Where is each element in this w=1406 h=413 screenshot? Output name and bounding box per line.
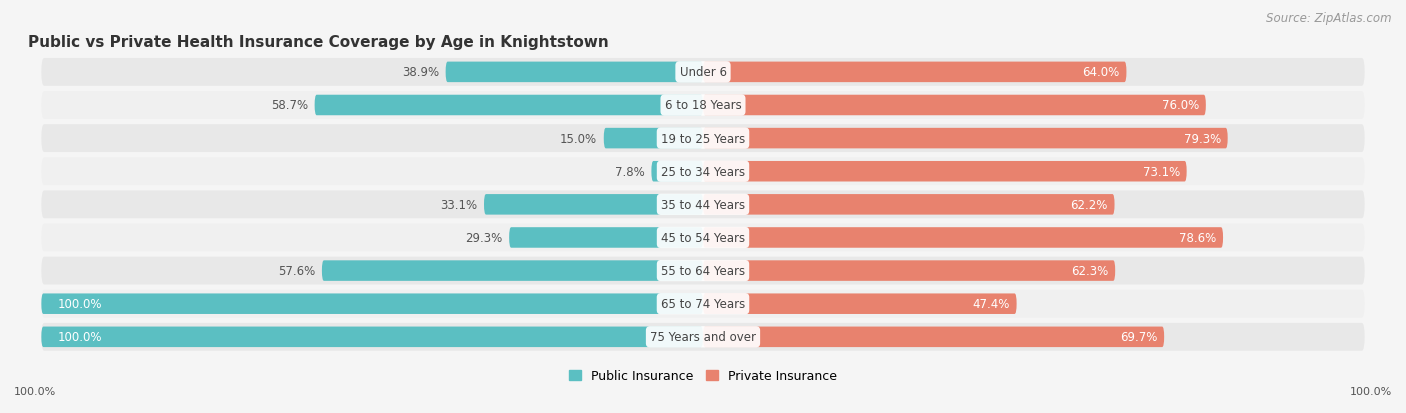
Text: 69.7%: 69.7%	[1121, 330, 1157, 344]
Text: 62.2%: 62.2%	[1070, 198, 1108, 211]
Text: 29.3%: 29.3%	[465, 231, 502, 244]
FancyBboxPatch shape	[703, 294, 1017, 314]
Text: 58.7%: 58.7%	[271, 99, 308, 112]
FancyBboxPatch shape	[315, 95, 703, 116]
Text: 65 to 74 Years: 65 to 74 Years	[661, 297, 745, 311]
Text: 25 to 34 Years: 25 to 34 Years	[661, 165, 745, 178]
FancyBboxPatch shape	[703, 62, 1126, 83]
Text: 75 Years and over: 75 Years and over	[650, 330, 756, 344]
FancyBboxPatch shape	[703, 128, 1227, 149]
FancyBboxPatch shape	[703, 327, 1164, 347]
Legend: Public Insurance, Private Insurance: Public Insurance, Private Insurance	[568, 369, 838, 382]
FancyBboxPatch shape	[322, 261, 703, 281]
Text: 62.3%: 62.3%	[1071, 264, 1108, 278]
Text: 78.6%: 78.6%	[1180, 231, 1216, 244]
Text: 47.4%: 47.4%	[973, 297, 1010, 311]
Text: Under 6: Under 6	[679, 66, 727, 79]
FancyBboxPatch shape	[703, 228, 1223, 248]
FancyBboxPatch shape	[651, 161, 703, 182]
FancyBboxPatch shape	[41, 158, 1365, 186]
FancyBboxPatch shape	[41, 290, 1365, 318]
FancyBboxPatch shape	[41, 191, 1365, 219]
FancyBboxPatch shape	[446, 62, 703, 83]
Text: 100.0%: 100.0%	[1350, 387, 1392, 396]
FancyBboxPatch shape	[41, 323, 1365, 351]
FancyBboxPatch shape	[703, 261, 1115, 281]
FancyBboxPatch shape	[41, 224, 1365, 252]
FancyBboxPatch shape	[41, 327, 703, 347]
Text: 6 to 18 Years: 6 to 18 Years	[665, 99, 741, 112]
Text: 7.8%: 7.8%	[614, 165, 645, 178]
Text: 15.0%: 15.0%	[560, 132, 598, 145]
Text: 100.0%: 100.0%	[58, 330, 103, 344]
FancyBboxPatch shape	[41, 294, 703, 314]
Text: Public vs Private Health Insurance Coverage by Age in Knightstown: Public vs Private Health Insurance Cover…	[28, 35, 609, 50]
Text: 35 to 44 Years: 35 to 44 Years	[661, 198, 745, 211]
Text: 45 to 54 Years: 45 to 54 Years	[661, 231, 745, 244]
FancyBboxPatch shape	[484, 195, 703, 215]
Text: Source: ZipAtlas.com: Source: ZipAtlas.com	[1267, 12, 1392, 25]
FancyBboxPatch shape	[41, 92, 1365, 120]
Text: 100.0%: 100.0%	[14, 387, 56, 396]
FancyBboxPatch shape	[509, 228, 703, 248]
Text: 73.1%: 73.1%	[1143, 165, 1180, 178]
Text: 76.0%: 76.0%	[1161, 99, 1199, 112]
FancyBboxPatch shape	[41, 59, 1365, 87]
Text: 79.3%: 79.3%	[1184, 132, 1220, 145]
FancyBboxPatch shape	[603, 128, 703, 149]
Text: 64.0%: 64.0%	[1083, 66, 1119, 79]
Text: 100.0%: 100.0%	[58, 297, 103, 311]
Text: 57.6%: 57.6%	[278, 264, 315, 278]
FancyBboxPatch shape	[703, 95, 1206, 116]
Text: 19 to 25 Years: 19 to 25 Years	[661, 132, 745, 145]
Text: 38.9%: 38.9%	[402, 66, 439, 79]
FancyBboxPatch shape	[41, 257, 1365, 285]
FancyBboxPatch shape	[41, 125, 1365, 153]
Text: 33.1%: 33.1%	[440, 198, 478, 211]
Text: 55 to 64 Years: 55 to 64 Years	[661, 264, 745, 278]
FancyBboxPatch shape	[703, 195, 1115, 215]
FancyBboxPatch shape	[703, 161, 1187, 182]
